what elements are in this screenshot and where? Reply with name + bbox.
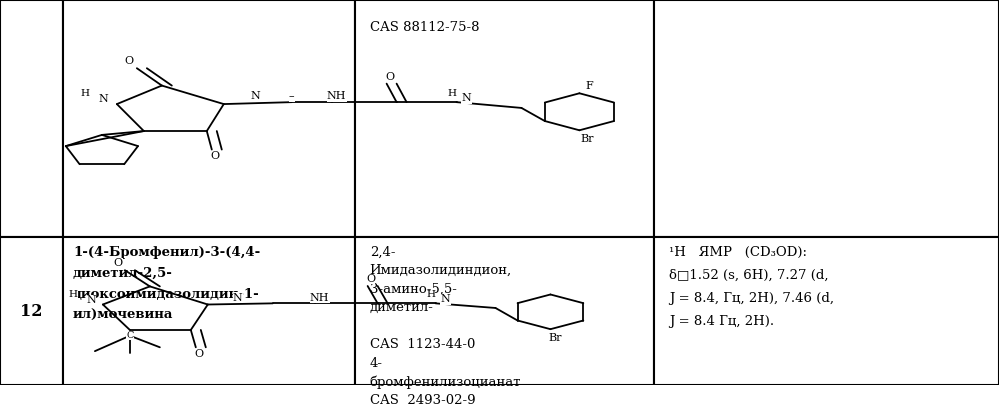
Text: диметил-: диметил- — [370, 301, 434, 314]
Text: O: O — [124, 56, 134, 66]
Text: H: H — [68, 290, 78, 299]
Text: J = 8.4, Гц, 2H), 7.46 (d,: J = 8.4, Гц, 2H), 7.46 (d, — [669, 292, 834, 305]
Text: N: N — [233, 292, 243, 303]
Bar — [0, 0, 63, 237]
Text: N: N — [462, 93, 472, 103]
Text: Br: Br — [548, 333, 562, 343]
Text: CAS  2493-02-9: CAS 2493-02-9 — [370, 394, 476, 405]
Text: NH: NH — [310, 292, 330, 303]
Text: N: N — [86, 295, 96, 305]
Text: NH: NH — [327, 92, 347, 101]
Bar — [63, 237, 355, 386]
Text: бромфенилизоцианат: бромфенилизоцианат — [370, 375, 521, 388]
Text: CAS  1123-44-0: CAS 1123-44-0 — [370, 338, 475, 351]
Text: O: O — [366, 274, 376, 284]
Text: CAS 88112-75-8: CAS 88112-75-8 — [370, 21, 480, 34]
Bar — [355, 237, 654, 386]
Text: 2,4-: 2,4- — [370, 245, 396, 258]
Text: H: H — [447, 89, 457, 98]
Text: N: N — [251, 92, 261, 101]
Text: H: H — [426, 290, 436, 299]
Text: O: O — [194, 349, 204, 359]
Bar — [654, 237, 999, 386]
Bar — [63, 0, 355, 237]
Text: H: H — [80, 89, 90, 98]
Bar — [0, 237, 63, 386]
Text: N: N — [441, 294, 451, 305]
Text: O: O — [113, 258, 123, 268]
Bar — [355, 0, 654, 237]
Text: –: – — [289, 92, 295, 101]
Text: 4-: 4- — [370, 356, 383, 369]
Bar — [654, 0, 999, 237]
Text: ¹H   ЯМР   (CD₃OD):: ¹H ЯМР (CD₃OD): — [669, 245, 807, 258]
Text: ил)мочевина: ил)мочевина — [73, 309, 173, 322]
Text: 1-(4-Бромфенил)-3-(4,4-: 1-(4-Бромфенил)-3-(4,4- — [73, 245, 260, 258]
Text: 3-амино-5,5-: 3-амино-5,5- — [370, 283, 457, 296]
Text: Имидазолидиндион,: Имидазолидиндион, — [370, 264, 511, 277]
Text: O: O — [210, 151, 220, 162]
Text: диоксоимидазолидин-1-: диоксоимидазолидин-1- — [73, 288, 260, 301]
Text: 12: 12 — [20, 303, 43, 320]
Text: C: C — [126, 331, 134, 340]
Text: N: N — [98, 94, 108, 104]
Text: δ□1.52 (s, 6H), 7.27 (d,: δ□1.52 (s, 6H), 7.27 (d, — [669, 269, 829, 281]
Text: J = 8.4 Гц, 2H).: J = 8.4 Гц, 2H). — [669, 315, 774, 328]
Text: диметил-2,5-: диметил-2,5- — [73, 267, 173, 280]
Text: Br: Br — [580, 134, 594, 144]
Text: F: F — [585, 81, 593, 91]
Text: O: O — [385, 72, 395, 82]
